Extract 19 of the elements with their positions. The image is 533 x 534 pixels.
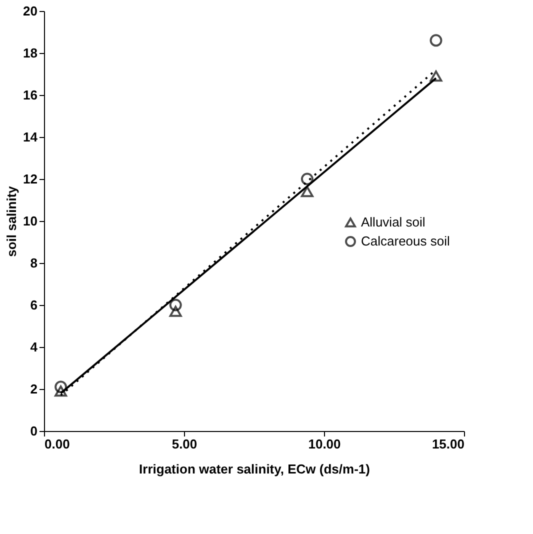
y-tick-label: 2 xyxy=(30,382,38,396)
y-tick-label: 14 xyxy=(23,130,38,144)
y-tick-label: 6 xyxy=(30,298,38,312)
x-axis-title: Irrigation water salinity, ECw (ds/m-1) xyxy=(139,462,370,476)
y-tick-label: 8 xyxy=(30,256,38,270)
y-axis-title: soil salinity xyxy=(4,185,20,257)
y-tick-label: 4 xyxy=(30,340,38,354)
y-tick-label: 18 xyxy=(23,46,38,60)
y-tick-label: 16 xyxy=(23,88,38,102)
y-tick-label: 12 xyxy=(23,172,38,186)
y-tick-label: 20 xyxy=(23,4,38,18)
x-tick-label: 5.00 xyxy=(172,436,198,452)
x-tick-label: 15.00 xyxy=(432,436,464,452)
x-tick-label: 10.00 xyxy=(308,436,341,452)
y-tick-label: 10 xyxy=(23,214,38,228)
legend-label: Calcareous soil xyxy=(361,234,450,248)
x-tick-label: 0.00 xyxy=(44,436,70,452)
y-tick-label: 0 xyxy=(30,424,38,438)
legend-label: Alluvial soil xyxy=(361,214,426,230)
